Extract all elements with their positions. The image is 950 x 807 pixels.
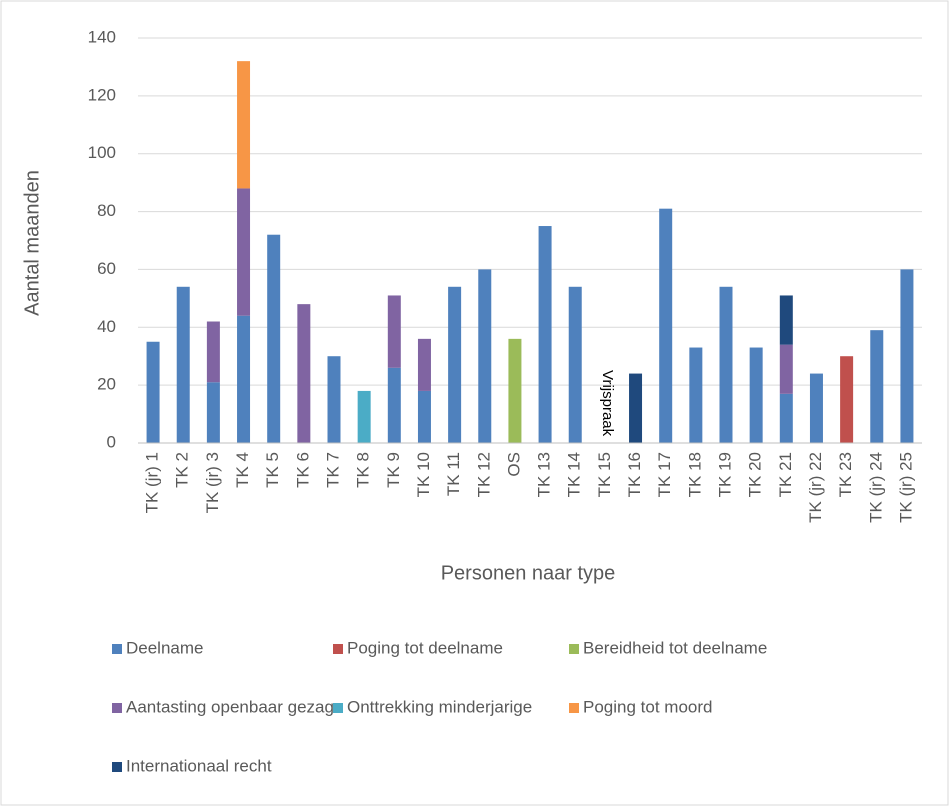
bar-segment [659, 208, 673, 443]
bar-segment [206, 382, 220, 443]
x-tick-label: TK (jr) 22 [806, 452, 825, 523]
y-tick-label: 0 [107, 432, 116, 451]
x-tick-label: TK (jr) 1 [143, 452, 162, 513]
legend-label: Onttrekking minderjarige [347, 697, 532, 716]
x-tick-label: TK (jr) 25 [896, 452, 915, 523]
bar-segment [809, 373, 823, 443]
x-tick-label: TK 12 [474, 452, 493, 497]
y-tick-label: 120 [88, 85, 116, 104]
legend-label: Poging tot moord [583, 697, 712, 716]
bar-segment [779, 344, 793, 394]
bar-segment [538, 226, 552, 443]
legend-label: Aantasting openbaar gezag [126, 697, 334, 716]
x-tick-label: TK 19 [715, 452, 734, 497]
y-tick-label: 80 [97, 201, 116, 220]
x-tick-label: TK (jr) 24 [866, 452, 885, 523]
legend-swatch [569, 644, 579, 654]
x-tick-label: TK 5 [263, 452, 282, 488]
x-tick-label: TK 4 [233, 452, 252, 488]
bar-segment [237, 315, 251, 443]
y-tick-label: 20 [97, 375, 116, 394]
bar-segment [689, 347, 703, 443]
bar-segment [417, 338, 431, 391]
bar-segment [568, 286, 582, 443]
bar-segment [779, 295, 793, 345]
x-tick-label: TK 18 [685, 452, 704, 497]
x-tick-label: TK 7 [323, 452, 342, 488]
bar-segment [448, 286, 462, 443]
bar-segment [870, 330, 884, 443]
x-tick-label: TK 23 [836, 452, 855, 497]
bar-segment [719, 286, 733, 443]
x-tick-label: TK 2 [173, 452, 192, 488]
y-axis-title: Aantal maanden [21, 170, 43, 316]
bar-segment [357, 390, 371, 443]
x-tick-label: TK 17 [655, 452, 674, 497]
x-tick-label: TK 21 [776, 452, 795, 497]
x-tick-label: TK 16 [625, 452, 644, 497]
bar-segment [176, 286, 190, 443]
legend-label: Poging tot deelname [347, 638, 503, 657]
x-tick-label: TK 8 [354, 452, 373, 488]
y-tick-label: 60 [97, 259, 116, 278]
bar-segment [387, 295, 401, 368]
bar-segment [840, 356, 854, 443]
bar-segment [237, 61, 251, 189]
bar-segment [417, 390, 431, 443]
x-tick-label: TK 6 [293, 452, 312, 488]
bar-segment [327, 356, 341, 443]
x-axis-title: Personen naar type [441, 562, 616, 584]
bar-segment [146, 341, 160, 443]
legend-label: Internationaal recht [126, 756, 272, 775]
x-tick-label: TK 15 [595, 452, 614, 497]
legend-swatch [112, 762, 122, 772]
x-tick-label: TK 10 [414, 452, 433, 497]
x-tick-label: OS [504, 452, 523, 477]
legend-swatch [569, 703, 579, 713]
x-tick-label: TK 9 [384, 452, 403, 488]
legend-label: Deelname [126, 638, 204, 657]
y-tick-label: 40 [97, 317, 116, 336]
bar-segment [629, 373, 643, 443]
legend-swatch [112, 703, 122, 713]
bar-segment [779, 393, 793, 443]
x-tick-label: TK 11 [444, 452, 463, 496]
bar-segment [749, 347, 763, 443]
y-tick-label: 140 [88, 27, 116, 46]
bar-segment [297, 304, 311, 443]
y-tick-label: 100 [88, 143, 116, 162]
legend-swatch [333, 644, 343, 654]
bar-segment [900, 269, 914, 443]
bar-segment [267, 234, 281, 443]
legend-label: Bereidheid tot deelname [583, 638, 767, 657]
legend-swatch [333, 703, 343, 713]
x-tick-label: TK 14 [565, 452, 584, 497]
legend-swatch [112, 644, 122, 654]
bar-segment [387, 367, 401, 443]
x-tick-label: TK 20 [746, 452, 765, 497]
annotation: Vrijspraak [599, 370, 616, 437]
bar-segment [478, 269, 492, 443]
x-tick-label: TK (jr) 3 [203, 452, 222, 513]
bar-segment [237, 188, 251, 316]
bar-segment [508, 338, 522, 443]
x-tick-label: TK 13 [535, 452, 554, 497]
bar-segment [206, 321, 220, 383]
